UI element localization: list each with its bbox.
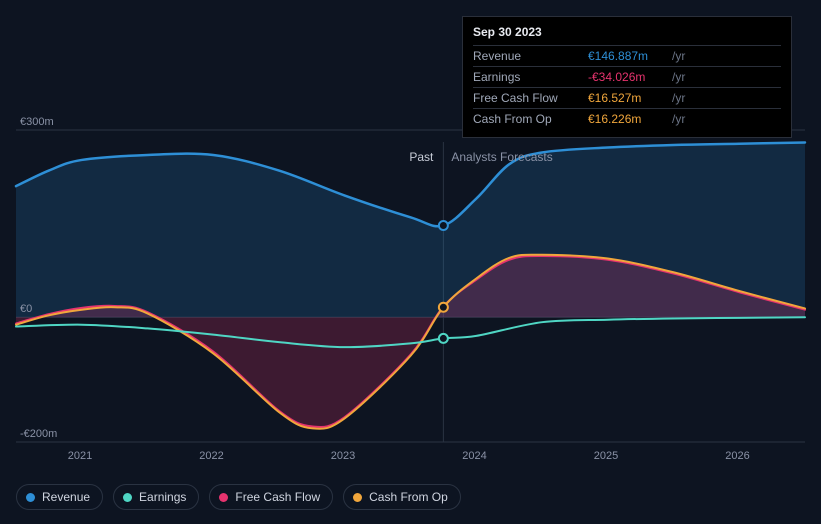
legend-item-fcf[interactable]: Free Cash Flow xyxy=(209,484,333,510)
x-axis-label: 2023 xyxy=(331,450,355,462)
tooltip-date: Sep 30 2023 xyxy=(473,25,781,45)
tooltip-label: Free Cash Flow xyxy=(473,91,588,105)
legend-dot-icon xyxy=(353,493,362,502)
tooltip-value: €146.887m xyxy=(588,49,668,63)
tooltip-value: €16.527m xyxy=(588,91,668,105)
tooltip-row: Earnings -€34.026m /yr xyxy=(473,66,781,87)
tooltip-row: Revenue €146.887m /yr xyxy=(473,45,781,66)
x-axis-label: 2026 xyxy=(725,450,749,462)
tooltip-value: €16.226m xyxy=(588,112,668,126)
tooltip-label: Revenue xyxy=(473,49,588,63)
legend-label: Cash From Op xyxy=(369,490,448,504)
chart-tooltip: Sep 30 2023 Revenue €146.887m /yr Earnin… xyxy=(462,16,792,138)
y-axis-label: €0 xyxy=(20,303,32,315)
legend-label: Earnings xyxy=(139,490,186,504)
y-axis-label: €300m xyxy=(20,116,54,128)
tooltip-row: Cash From Op €16.226m /yr xyxy=(473,108,781,129)
legend-dot-icon xyxy=(26,493,35,502)
tooltip-value: -€34.026m xyxy=(588,70,668,84)
chart-legend: Revenue Earnings Free Cash Flow Cash Fro… xyxy=(16,484,461,510)
x-axis-label: 2024 xyxy=(462,450,486,462)
legend-label: Revenue xyxy=(42,490,90,504)
legend-dot-icon xyxy=(123,493,132,502)
section-label-past: Past xyxy=(409,150,433,164)
financials-chart: -€200m €0 €300m 2021 2022 2023 2024 2025… xyxy=(0,0,821,524)
tooltip-label: Earnings xyxy=(473,70,588,84)
tooltip-row: Free Cash Flow €16.527m /yr xyxy=(473,87,781,108)
tooltip-label: Cash From Op xyxy=(473,112,588,126)
tooltip-unit: /yr xyxy=(672,49,685,63)
legend-item-revenue[interactable]: Revenue xyxy=(16,484,103,510)
legend-item-earnings[interactable]: Earnings xyxy=(113,484,199,510)
x-axis-label: 2021 xyxy=(68,450,92,462)
legend-item-cfo[interactable]: Cash From Op xyxy=(343,484,461,510)
legend-dot-icon xyxy=(219,493,228,502)
x-axis-label: 2025 xyxy=(594,450,618,462)
x-axis-label: 2022 xyxy=(199,450,223,462)
tooltip-unit: /yr xyxy=(672,70,685,84)
legend-label: Free Cash Flow xyxy=(235,490,320,504)
y-axis-label: -€200m xyxy=(20,428,57,440)
section-label-forecast: Analysts Forecasts xyxy=(451,150,552,164)
tooltip-unit: /yr xyxy=(672,112,685,126)
tooltip-unit: /yr xyxy=(672,91,685,105)
